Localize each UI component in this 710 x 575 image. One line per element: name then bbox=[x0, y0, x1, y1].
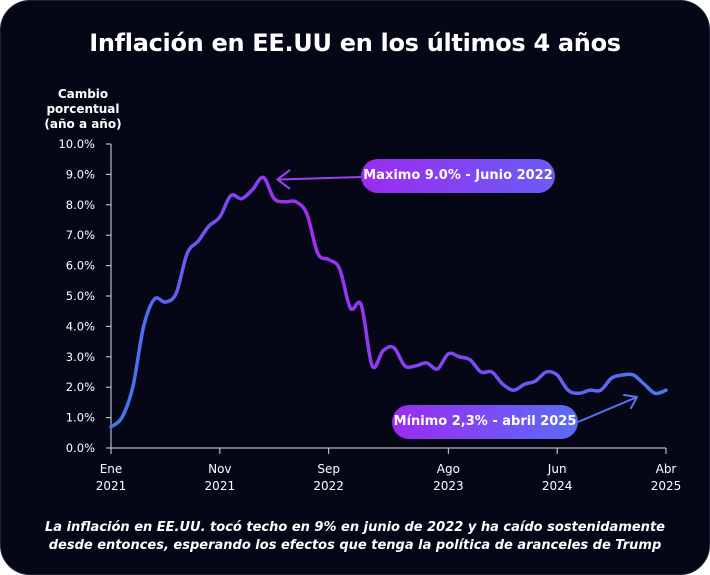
y-tick-label: 1.0% bbox=[66, 411, 95, 425]
inflation-series-line bbox=[109, 175, 668, 429]
caption-line-2: desde entonces, esperando los efectos qu… bbox=[48, 538, 662, 553]
y-tick-label: 7.0% bbox=[66, 228, 95, 242]
max-arrow-line bbox=[279, 176, 362, 181]
y-tick-label: 0.0% bbox=[66, 441, 95, 455]
x-tick-label-year: 2022 bbox=[313, 479, 344, 493]
x-tick-label-month: Ago bbox=[437, 462, 460, 476]
x-tick-label-month: Nov bbox=[208, 462, 231, 476]
y-axis-label-line2: (año a año) bbox=[44, 117, 122, 131]
chart-title: Inflación en EE.UU en los últimos 4 años bbox=[89, 29, 621, 57]
x-tick-label-year: 2025 bbox=[651, 479, 682, 493]
x-tick-label-year: 2021 bbox=[205, 479, 236, 493]
annotation-arrows bbox=[276, 169, 638, 423]
y-axis-label: Cambio porcentual (año a año) bbox=[23, 87, 143, 132]
y-tick-label: 9.0% bbox=[66, 167, 95, 181]
y-axis-label-line1: Cambio porcentual bbox=[46, 87, 120, 116]
chart-caption: La inflación en EE.UU. tocó techo en 9% … bbox=[21, 519, 689, 555]
x-tick-label-year: 2024 bbox=[542, 479, 573, 493]
x-tick-label-month: Ene bbox=[100, 462, 123, 476]
x-tick-label-month: Sep bbox=[317, 462, 340, 476]
min-arrow-head bbox=[623, 394, 638, 409]
max-annotation-badge: Maximo 9.0% - Junio 2022 bbox=[361, 159, 555, 193]
x-axis: Ene 2021 Nov 2021 Sep 2022 Ago 2023 Jun 2024 Abr 20… bbox=[96, 447, 682, 493]
y-tick-label: 2.0% bbox=[66, 380, 95, 394]
x-tick-label-month: Abr bbox=[656, 462, 677, 476]
caption-line-1: La inflación en EE.UU. tocó techo en 9% … bbox=[45, 520, 665, 535]
min-annotation-badge: Mínimo 2,3% - abril 2025 bbox=[392, 405, 578, 439]
x-tick-label-year: 2023 bbox=[433, 479, 464, 493]
y-tick-label: 5.0% bbox=[66, 289, 95, 303]
y-tick-label: 10.0% bbox=[58, 137, 95, 151]
y-axis: 0.0% 1.0% 2.0% 3.0% 4.0% 5.0% 6.0% 7.0% 8.0% 9.0%… bbox=[58, 137, 112, 455]
y-tick-label: 8.0% bbox=[66, 198, 95, 212]
y-tick-label: 4.0% bbox=[66, 319, 95, 333]
y-tick-label: 6.0% bbox=[66, 259, 95, 273]
x-tick-label-year: 2021 bbox=[96, 479, 127, 493]
x-tick-label-month: Jun bbox=[547, 462, 567, 476]
min-arrow-line bbox=[577, 396, 638, 423]
y-tick-label: 3.0% bbox=[66, 350, 95, 364]
max-arrow-head bbox=[276, 169, 291, 190]
